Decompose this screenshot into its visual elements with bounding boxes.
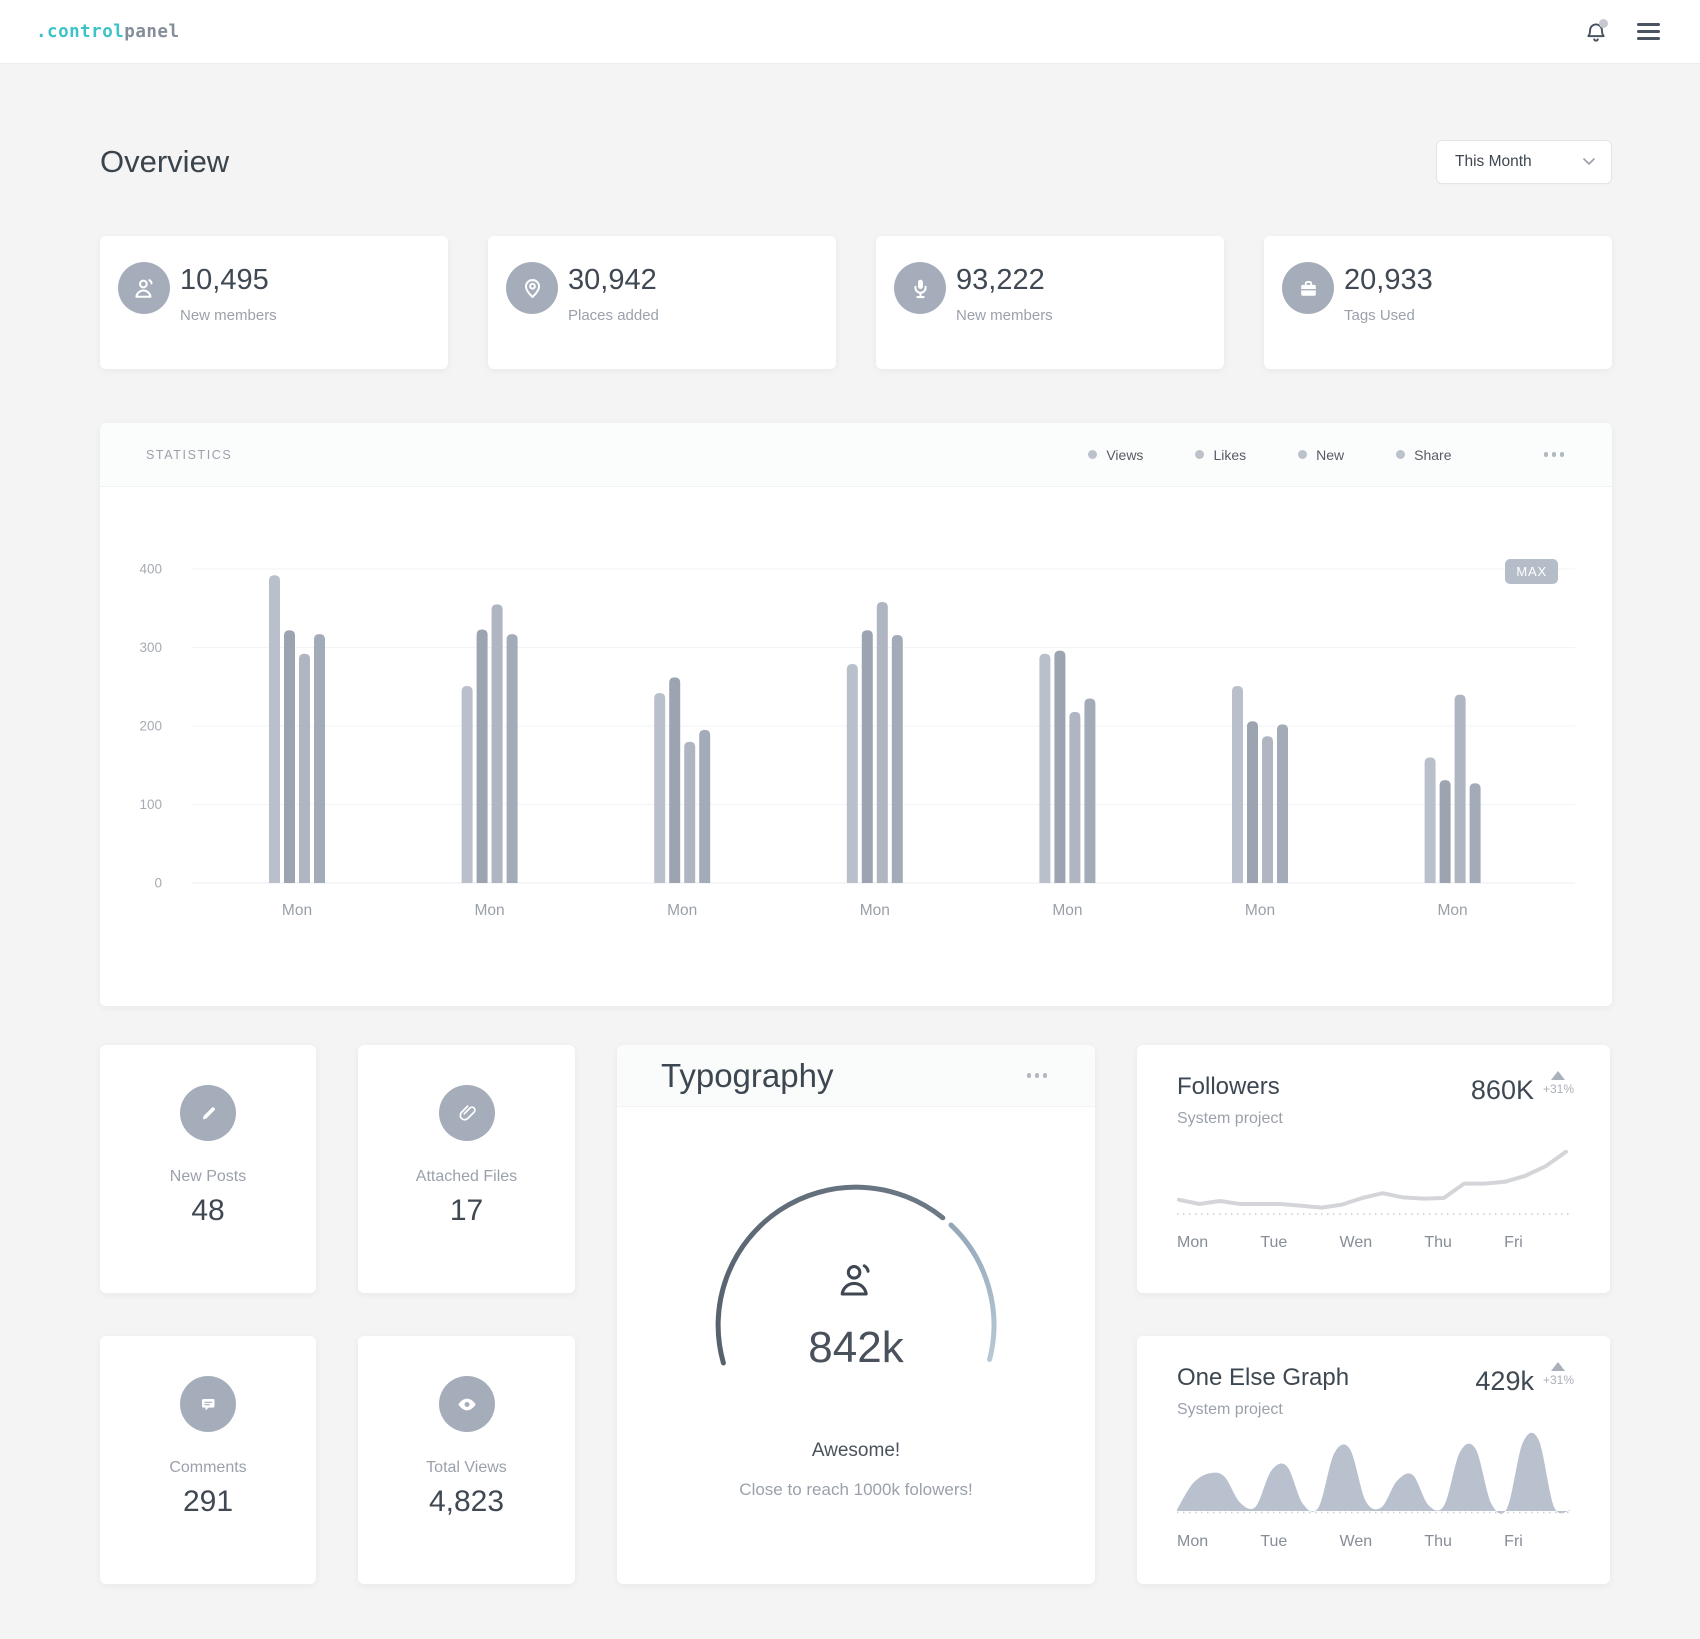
mini-card-label: Attached Files <box>415 1168 518 1185</box>
stat-card-new-members: 10,495 New members <box>100 236 448 369</box>
typography-title: Typography <box>661 1056 834 1094</box>
svg-text:Mon: Mon <box>1052 902 1082 919</box>
bell-icon[interactable] <box>1583 18 1609 45</box>
notification-dot <box>1599 18 1608 28</box>
members-icon <box>118 262 170 314</box>
menu-icon[interactable] <box>1637 22 1660 41</box>
mini-card-value: 17 <box>449 1194 484 1227</box>
one-else-graph-card: One Else Graph System project 429k +31% … <box>1137 1336 1610 1584</box>
chevron-down-icon <box>1583 158 1595 166</box>
svg-text:400: 400 <box>139 562 162 577</box>
stat-label: New members <box>180 307 277 324</box>
pencil-icon <box>180 1085 236 1141</box>
legend-dot <box>1088 450 1098 459</box>
followers-count: 842k <box>808 1323 904 1372</box>
page-title: Overview <box>100 144 230 179</box>
typography-menu-icon[interactable] <box>1026 1073 1047 1078</box>
statistics-title: STATISTICS <box>146 447 233 462</box>
day-labels: Mon Tue Wen Thu Fri <box>1177 1533 1523 1550</box>
mini-card-comments: Comments 291 <box>100 1336 316 1584</box>
stat-label: New members <box>956 307 1053 324</box>
followers-title: Followers <box>1177 1073 1280 1100</box>
period-select-value: This Month <box>1455 153 1532 170</box>
legend-item-new[interactable]: New <box>1298 447 1344 463</box>
period-select[interactable]: This Month <box>1436 140 1612 184</box>
typography-headline: Awesome! <box>811 1440 901 1461</box>
svg-text:Mon: Mon <box>1245 902 1275 919</box>
one-else-subtitle: System project <box>1177 1401 1283 1418</box>
legend-item-likes[interactable]: Likes <box>1195 447 1246 463</box>
svg-text:Mon: Mon <box>1438 902 1468 919</box>
statistics-card: STATISTICS Views Likes New Share 400 300 2… <box>100 423 1612 1006</box>
legend-dot <box>1195 450 1205 459</box>
stat-value: 93,222 <box>956 264 1045 296</box>
svg-text:Mon: Mon <box>475 902 505 919</box>
followers-progress-ring: 842k <box>706 1165 1006 1395</box>
stat-card-places-added: 30,942 Places added <box>488 236 836 369</box>
followers-value: 860K <box>1470 1075 1534 1105</box>
comment-icon <box>180 1376 236 1432</box>
stat-value: 20,933 <box>1344 264 1433 296</box>
mini-card-new-posts: New Posts 48 <box>100 1045 316 1293</box>
arrow-up-icon <box>1551 1071 1566 1080</box>
stat-value: 10,495 <box>180 264 269 296</box>
followers-subtitle: System project <box>1177 1110 1283 1127</box>
paperclip-icon <box>438 1085 495 1141</box>
logo-rest: panel <box>124 21 180 42</box>
typography-card: Typography <box>617 1045 1095 1584</box>
one-else-title: One Else Graph <box>1177 1364 1350 1391</box>
mini-card-value: 4,823 <box>428 1485 505 1518</box>
eye-icon <box>438 1376 495 1432</box>
top-bar: .controlpanel <box>0 0 1700 64</box>
followers-line-chart <box>1177 1149 1570 1215</box>
logo-accent: .control <box>36 21 125 42</box>
mini-card-total-views: Total Views 4,823 <box>358 1336 575 1584</box>
day-labels: Mon Tue Wen Thu Fri <box>1177 1234 1523 1251</box>
mini-card-label: Total Views <box>426 1459 507 1476</box>
svg-text:0: 0 <box>154 876 162 891</box>
one-else-area-chart <box>1177 1432 1570 1514</box>
svg-text:100: 100 <box>139 797 162 812</box>
chart-legend: Views Likes New Share <box>1088 447 1564 463</box>
svg-text:300: 300 <box>139 640 162 655</box>
location-icon <box>506 262 558 314</box>
mini-card-value: 291 <box>182 1485 234 1518</box>
statistics-bar-chart: 400 300 200 100 0 Mon Mon Mon Mon Mon Mon Mon MAX <box>100 487 1612 1006</box>
svg-text:Mon: Mon <box>860 902 890 919</box>
briefcase-icon <box>1282 262 1334 314</box>
legend-dot <box>1298 450 1308 459</box>
svg-text:Mon: Mon <box>282 902 312 919</box>
svg-text:200: 200 <box>139 719 162 734</box>
mini-card-value: 48 <box>191 1194 225 1227</box>
followers-delta: +31% <box>1543 1071 1574 1096</box>
max-badge[interactable]: MAX <box>1505 559 1558 584</box>
app-logo: .controlpanel <box>36 22 179 42</box>
arrow-up-icon <box>1551 1362 1566 1371</box>
one-else-value: 429k <box>1475 1366 1534 1396</box>
legend-item-share[interactable]: Share <box>1396 447 1452 463</box>
svg-text:Mon: Mon <box>667 902 697 919</box>
followers-card: Followers System project 860K +31% Mon T… <box>1137 1045 1610 1293</box>
stat-value: 30,942 <box>568 264 657 296</box>
main-content: Overview This Month 10,495 New members <box>0 64 1700 1584</box>
typography-subtext: Close to reach 1000k folowers! <box>739 1480 973 1499</box>
legend-dot <box>1396 450 1406 459</box>
followers-icon <box>833 1257 879 1308</box>
mini-card-attached-files: Attached Files 17 <box>358 1045 575 1293</box>
stat-cards-row: 10,495 New members 30,942 Places added <box>100 236 1612 369</box>
microphone-icon <box>894 262 946 314</box>
mini-card-label: New Posts <box>169 1168 247 1185</box>
stat-card-new-members-2: 93,222 New members <box>876 236 1224 369</box>
mini-card-label: Comments <box>169 1459 247 1476</box>
one-else-delta: +31% <box>1543 1362 1574 1387</box>
stat-label: Tags Used <box>1344 307 1415 324</box>
stat-card-tags-used: 20,933 Tags Used <box>1264 236 1612 369</box>
stat-label: Places added <box>568 307 659 324</box>
statistics-menu-icon[interactable] <box>1543 452 1564 457</box>
legend-item-views[interactable]: Views <box>1088 447 1143 463</box>
